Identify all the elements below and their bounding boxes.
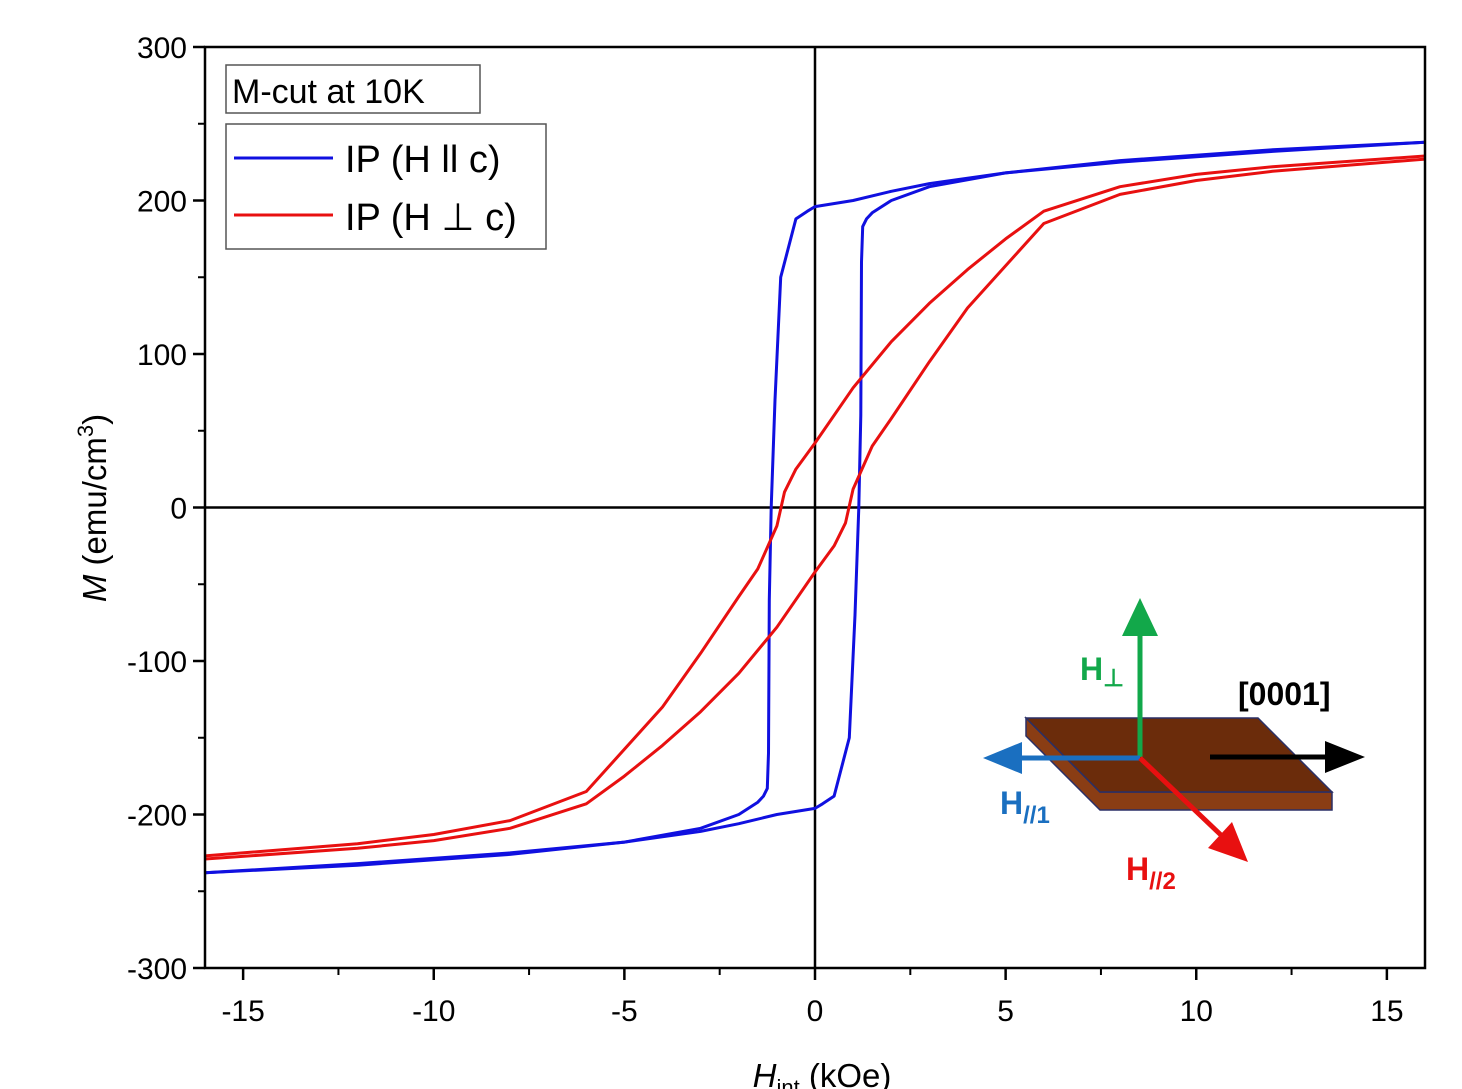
ticks: -15 -10 -5 0 5 10 15 -300 -200 -100 0 100 200 300 <box>127 32 1404 1028</box>
y-tick-label: 200 <box>137 186 187 219</box>
y-tick-label: 100 <box>137 339 187 372</box>
c-axis-arrow-head <box>1325 741 1365 773</box>
y-axis-title: M (emu/cm3) <box>73 414 113 602</box>
y-tick-label: 300 <box>137 32 187 65</box>
series-1-branch-1 <box>204 157 1426 861</box>
par2-arrow-head <box>1208 822 1248 862</box>
plate-top <box>1024 717 1334 793</box>
x-tick-label: 5 <box>997 995 1014 1028</box>
y-tick-label: -100 <box>127 646 187 679</box>
legend: IP (H ll c) IP (H ⊥ c) <box>225 123 547 250</box>
y-tick-label: 0 <box>170 493 187 526</box>
par2-arrow-shaft <box>1138 756 1224 838</box>
y-tick-label: -300 <box>127 953 187 986</box>
legend-entry-0: IP (H ll c) <box>345 139 501 181</box>
legend-header: M-cut at 10K <box>232 73 425 111</box>
perp-arrow-head <box>1122 598 1158 636</box>
zero-lines <box>205 47 1425 968</box>
x-tick-label: 0 <box>807 995 824 1028</box>
legend-header-box: M-cut at 10K <box>225 64 481 114</box>
series-0-branch-0 <box>204 140 1426 875</box>
x-tick-label: -10 <box>412 995 455 1028</box>
legend-entry-1: IP (H ⊥ c) <box>345 197 517 239</box>
perp-label: H⊥ <box>1080 651 1124 692</box>
series-0-branch-1 <box>204 140 1426 875</box>
series-1-branch-0 <box>204 154 1426 858</box>
x-tick-label: 10 <box>1180 995 1213 1028</box>
par1-arrow-head <box>983 742 1022 774</box>
curves <box>204 140 1426 875</box>
x-tick-label: -15 <box>221 995 264 1028</box>
sample-geometry-inset: H⊥ [0001] H//1 H//2 <box>983 598 1365 895</box>
y-tick-label: -200 <box>127 800 187 833</box>
c-axis-label: [0001] <box>1238 676 1331 712</box>
x-tick-label: -5 <box>611 995 638 1028</box>
par2-label: H//2 <box>1126 851 1176 895</box>
par1-label: H//1 <box>1000 785 1050 829</box>
x-axis-title: Hint (kOe) <box>753 1057 892 1089</box>
x-tick-label: 15 <box>1370 995 1403 1028</box>
